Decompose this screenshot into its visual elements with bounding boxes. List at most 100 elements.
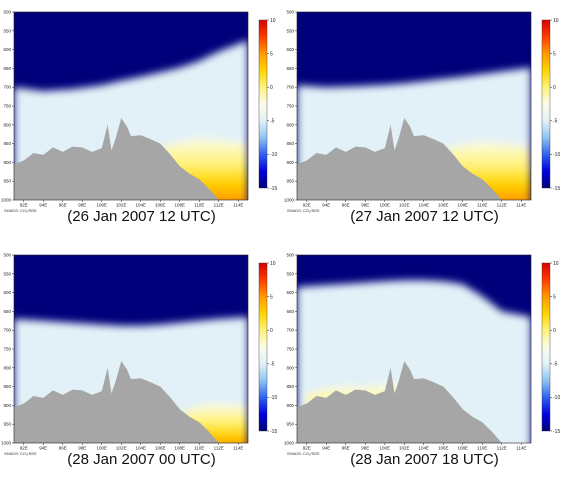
x-tick-label: 108E bbox=[457, 203, 468, 208]
y-tick-label: 650 bbox=[3, 66, 11, 71]
x-tick-label: 112E bbox=[497, 203, 507, 208]
source-note: SHADS: CO₂/SEE bbox=[4, 451, 37, 456]
colorbar-tick-label: 0 bbox=[553, 328, 556, 334]
source-note: SHADS: CO₂/SEE bbox=[4, 208, 37, 213]
y-tick-label: 900 bbox=[3, 403, 11, 408]
x-tick-label: 94E bbox=[322, 446, 330, 451]
x-tick-label: 98E bbox=[78, 446, 86, 451]
x-tick-label: 110E bbox=[194, 203, 204, 208]
y-tick-label: 600 bbox=[286, 47, 294, 52]
x-tick-label: 100E bbox=[379, 203, 390, 208]
temperature-field bbox=[297, 280, 531, 443]
y-tick-label: 550 bbox=[3, 28, 11, 33]
y-tick-label: 900 bbox=[286, 403, 294, 408]
terrain-profile bbox=[297, 361, 531, 443]
colorbar-tick-label: 10 bbox=[553, 18, 559, 24]
colorbar bbox=[541, 262, 551, 432]
colorbar-tick-label: -15 bbox=[270, 186, 277, 192]
colorbar-tick-label: -5 bbox=[553, 119, 558, 125]
x-tick-label: 108E bbox=[174, 203, 185, 208]
source-note: SHADS: CO₂/SEE bbox=[287, 208, 320, 213]
x-tick-label: 92E bbox=[303, 203, 311, 208]
y-tick-label: 800 bbox=[286, 122, 294, 127]
x-tick-label: 102E bbox=[399, 203, 410, 208]
chart-panel-3: 500 550 600 650 700 750 800 850 900 950 1000 92E 94E… bbox=[0, 243, 283, 486]
y-tick-label: 700 bbox=[286, 85, 294, 90]
y-tick-label: 550 bbox=[286, 271, 294, 276]
colorbar bbox=[258, 262, 268, 432]
colorbar-tick-label: -5 bbox=[270, 119, 275, 125]
y-tick-label: 900 bbox=[286, 160, 294, 165]
x-tick-label: 100E bbox=[379, 446, 390, 451]
cross-section-chart: 500 550 600 650 700 750 800 850 900 950 1000 92E 94E… bbox=[284, 253, 560, 457]
x-tick-label: 106E bbox=[155, 203, 166, 208]
y-tick-label: 1000 bbox=[284, 198, 295, 203]
y-tick-label: 950 bbox=[3, 179, 11, 184]
colorbar bbox=[258, 19, 268, 189]
y-tick-label: 850 bbox=[286, 141, 294, 146]
x-tick-label: 110E bbox=[477, 203, 487, 208]
x-tick-label: 102E bbox=[116, 446, 127, 451]
chart-panel-1: 500 550 600 650 700 750 800 850 900 950 1000 92E 94E… bbox=[0, 0, 283, 243]
y-tick-label: 650 bbox=[286, 66, 294, 71]
colorbar-tick-label: 0 bbox=[270, 85, 273, 91]
x-tick-label: 104E bbox=[418, 446, 429, 451]
x-tick-label: 102E bbox=[399, 446, 410, 451]
colorbar-tick-label: 5 bbox=[553, 51, 556, 57]
x-tick-label: 92E bbox=[303, 446, 311, 451]
y-tick-label: 1000 bbox=[1, 198, 12, 203]
x-tick-label: 98E bbox=[361, 203, 369, 208]
cross-section-chart: 500 550 600 650 700 750 800 850 900 950 1000 92E 94E… bbox=[1, 253, 277, 457]
terrain-profile bbox=[297, 118, 531, 200]
y-tick-label: 650 bbox=[286, 309, 294, 314]
y-tick-label: 750 bbox=[3, 347, 11, 352]
x-tick-label: 112E bbox=[214, 203, 224, 208]
x-tick-label: 110E bbox=[477, 446, 487, 451]
y-tick-label: 950 bbox=[286, 422, 294, 427]
y-tick-label: 700 bbox=[3, 328, 11, 333]
colorbar bbox=[541, 19, 551, 189]
colorbar-tick-label: -5 bbox=[270, 362, 275, 368]
y-tick-label: 800 bbox=[286, 365, 294, 370]
y-tick-label: 650 bbox=[3, 309, 11, 314]
y-tick-label: 750 bbox=[286, 104, 294, 109]
colorbar-tick-label: -15 bbox=[553, 186, 560, 192]
x-tick-label: 106E bbox=[155, 446, 166, 451]
y-tick-label: 500 bbox=[286, 10, 294, 15]
y-tick-label: 800 bbox=[3, 122, 11, 127]
colorbar-tick-label: 5 bbox=[270, 294, 273, 300]
y-tick-label: 500 bbox=[3, 10, 11, 15]
x-tick-label: 114E bbox=[516, 446, 526, 451]
x-tick-label: 112E bbox=[214, 446, 224, 451]
chart-panel-2: 500 550 600 650 700 750 800 850 900 950 1000 92E 94E… bbox=[283, 0, 566, 243]
panel-caption: (28 Jan 2007 00 UTC) bbox=[67, 451, 216, 468]
x-tick-label: 92E bbox=[20, 446, 28, 451]
colorbar-tick-label: 0 bbox=[270, 328, 273, 334]
y-tick-label: 950 bbox=[286, 179, 294, 184]
y-tick-label: 900 bbox=[3, 160, 11, 165]
x-tick-label: 104E bbox=[418, 203, 429, 208]
colorbar-tick-label: 5 bbox=[270, 51, 273, 57]
colorbar-tick-label: -10 bbox=[553, 395, 560, 401]
terrain-profile bbox=[14, 361, 248, 443]
colorbar-tick-label: -10 bbox=[553, 152, 560, 158]
y-tick-label: 700 bbox=[286, 328, 294, 333]
terrain-profile bbox=[14, 118, 248, 200]
colorbar-tick-label: -15 bbox=[270, 429, 277, 435]
temperature-field bbox=[14, 40, 248, 200]
x-tick-label: 100E bbox=[96, 203, 107, 208]
colorbar-tick-label: -10 bbox=[270, 152, 277, 158]
colorbar-tick-label: 10 bbox=[270, 18, 276, 24]
x-tick-label: 96E bbox=[59, 446, 67, 451]
colorbar-tick-label: 10 bbox=[553, 261, 559, 267]
y-tick-label: 800 bbox=[3, 365, 11, 370]
x-tick-label: 110E bbox=[194, 446, 204, 451]
x-tick-label: 98E bbox=[78, 203, 86, 208]
y-tick-label: 550 bbox=[3, 271, 11, 276]
x-tick-label: 94E bbox=[322, 203, 330, 208]
y-tick-label: 950 bbox=[3, 422, 11, 427]
colorbar-tick-label: -15 bbox=[553, 429, 560, 435]
y-tick-label: 600 bbox=[3, 290, 11, 295]
y-tick-label: 500 bbox=[3, 253, 11, 258]
colorbar-tick-label: -5 bbox=[553, 362, 558, 368]
